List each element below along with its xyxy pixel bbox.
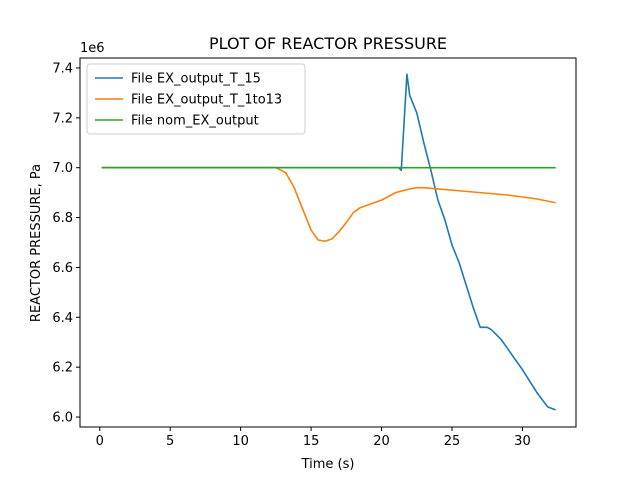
x-tick-label: 5 <box>166 434 174 449</box>
x-tick-label: 15 <box>303 434 320 449</box>
y-tick-label: 6.0 <box>52 411 73 426</box>
chart-title: PLOT OF REACTOR PRESSURE <box>209 34 447 53</box>
legend-label-3: File nom_EX_output <box>131 114 259 129</box>
series-line-2 <box>101 166 556 243</box>
legend-box <box>86 63 306 135</box>
x-tick-label: 20 <box>373 434 390 449</box>
y-tick-label: 6.4 <box>52 311 73 326</box>
x-tick-label: 0 <box>96 434 104 449</box>
y-axis-label: REACTOR PRESSURE, Pa <box>29 164 44 322</box>
x-tick-label: 10 <box>232 434 249 449</box>
plot-area: 0 5 10 15 20 25 30 6.0 6.2 6.4 6.6 6.8 7.0 7.2 7.4 <box>52 57 577 449</box>
legend-label-1: File EX_output_T_15 <box>131 72 261 87</box>
y-tick-label: 7.2 <box>52 111 73 126</box>
y-tick-label: 6.8 <box>52 211 73 226</box>
y-tick-label: 7.4 <box>52 61 73 76</box>
x-tick-label: 30 <box>514 434 531 449</box>
y-axis-offset-label: 1e6 <box>80 41 105 56</box>
y-tick-label: 6.6 <box>52 261 73 276</box>
y-tick-label: 7.0 <box>52 161 73 176</box>
legend-label-2: File EX_output_T_1to13 <box>131 93 282 108</box>
y-tick-label: 6.2 <box>52 361 73 376</box>
x-tick-label: 25 <box>444 434 461 449</box>
legend: File EX_output_T_15 File EX_output_T_1to1… <box>86 63 306 135</box>
x-axis-label: Time (s) <box>301 457 355 472</box>
axes-frame <box>79 57 577 428</box>
